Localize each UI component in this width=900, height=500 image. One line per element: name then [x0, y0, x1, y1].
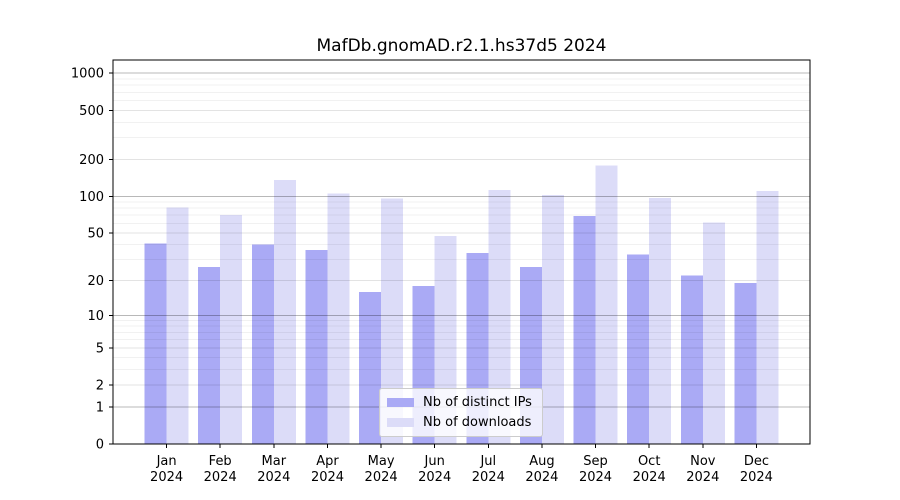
- x-tick-label-month-apr: Apr: [316, 454, 339, 469]
- x-tick-label-month-jun: Jun: [424, 454, 445, 469]
- gridlines: [113, 72, 810, 408]
- bar-nb-of-distinct-ips-may-2024: [359, 291, 382, 444]
- bar-nb-of-downloads-aug-2024: [541, 195, 564, 444]
- x-tick-label-year-may: 2024: [365, 470, 398, 485]
- bar-nb-of-downloads-oct-2024: [649, 197, 672, 444]
- bar-nb-of-distinct-ips-sep-2024: [573, 215, 596, 444]
- bar-nb-of-downloads-jul-2024: [488, 189, 511, 444]
- x-tick-label-year-aug: 2024: [525, 470, 558, 485]
- y-tick-label-1: 1: [96, 400, 104, 415]
- bar-nb-of-downloads-nov-2024: [702, 222, 725, 444]
- y-tick-label-50: 50: [87, 226, 104, 241]
- legend-label-distinct-ips: Nb of distinct IPs: [423, 395, 532, 411]
- legend-item-distinct-ips: Nb of distinct IPs: [387, 393, 534, 413]
- x-tick-label-month-mar: Mar: [262, 454, 287, 469]
- bar-nb-of-distinct-ips-dec-2024: [734, 283, 757, 444]
- y-tick-label-0: 0: [96, 438, 104, 453]
- x-axis: Jan2024Feb2024Mar2024Apr2024May2024Jun20…: [150, 444, 773, 485]
- bar-nb-of-distinct-ips-nov-2024: [680, 275, 703, 444]
- x-tick-label-year-apr: 2024: [311, 470, 344, 485]
- x-tick-label-month-nov: Nov: [690, 454, 716, 469]
- bar-nb-of-distinct-ips-jan-2024: [144, 243, 167, 444]
- bar-nb-of-downloads-apr-2024: [327, 193, 350, 444]
- legend-swatch-downloads: [387, 417, 414, 427]
- axes-box: [112, 59, 811, 445]
- y-tick-label-20: 20: [87, 274, 104, 289]
- x-tick-label-year-sep: 2024: [579, 470, 612, 485]
- x-tick-label-month-sep: Sep: [583, 454, 608, 469]
- bar-nb-of-downloads-jan-2024: [166, 207, 189, 444]
- x-tick-label-year-jul: 2024: [472, 470, 505, 485]
- y-tick-label-200: 200: [79, 153, 104, 168]
- x-tick-label-year-oct: 2024: [633, 470, 666, 485]
- legend-label-downloads: Nb of downloads: [423, 414, 532, 430]
- y-tick-label-2: 2: [96, 379, 104, 394]
- bar-nb-of-downloads-mar-2024: [273, 179, 296, 444]
- y-tick-label-10: 10: [87, 309, 104, 324]
- x-tick-label-month-dec: Dec: [744, 454, 769, 469]
- legend-swatch-distinct-ips: [387, 398, 414, 408]
- y-tick-label-500: 500: [79, 104, 104, 119]
- x-tick-label-year-jan: 2024: [150, 470, 183, 485]
- x-tick-label-month-aug: Aug: [529, 454, 554, 469]
- x-tick-label-year-nov: 2024: [686, 470, 719, 485]
- y-tick-label-5: 5: [96, 341, 104, 356]
- y-tick-label-1000: 1000: [71, 67, 104, 82]
- x-tick-label-month-oct: Oct: [638, 454, 660, 469]
- x-tick-label-year-jun: 2024: [418, 470, 451, 485]
- legend-item-downloads: Nb of downloads: [387, 413, 534, 433]
- bar-nb-of-downloads-feb-2024: [220, 215, 243, 444]
- chart-title: MafDb.gnomAD.r2.1.hs37d5 2024: [316, 36, 607, 56]
- bar-nb-of-downloads-may-2024: [381, 198, 404, 444]
- bar-nb-of-distinct-ips-mar-2024: [251, 244, 274, 444]
- y-tick-label-100: 100: [79, 190, 104, 205]
- legend: Nb of distinct IPs Nb of downloads: [379, 388, 543, 437]
- x-tick-label-year-dec: 2024: [740, 470, 773, 485]
- x-tick-label-year-mar: 2024: [257, 470, 290, 485]
- x-tick-label-month-feb: Feb: [209, 454, 232, 469]
- bar-nb-of-downloads-sep-2024: [595, 165, 618, 444]
- x-tick-label-month-jan: Jan: [156, 454, 177, 469]
- y-axis: 0 1 2 5 10 20 50 100 200 500 1000: [71, 67, 113, 453]
- x-tick-label-month-jul: Jul: [479, 454, 496, 469]
- bar-nb-of-distinct-ips-apr-2024: [305, 250, 328, 444]
- bar-nb-of-distinct-ips-oct-2024: [627, 254, 650, 444]
- x-tick-label-year-feb: 2024: [204, 470, 237, 485]
- bar-nb-of-distinct-ips-feb-2024: [198, 267, 221, 444]
- bar-nb-of-downloads-dec-2024: [756, 191, 779, 444]
- x-tick-label-month-may: May: [368, 454, 395, 469]
